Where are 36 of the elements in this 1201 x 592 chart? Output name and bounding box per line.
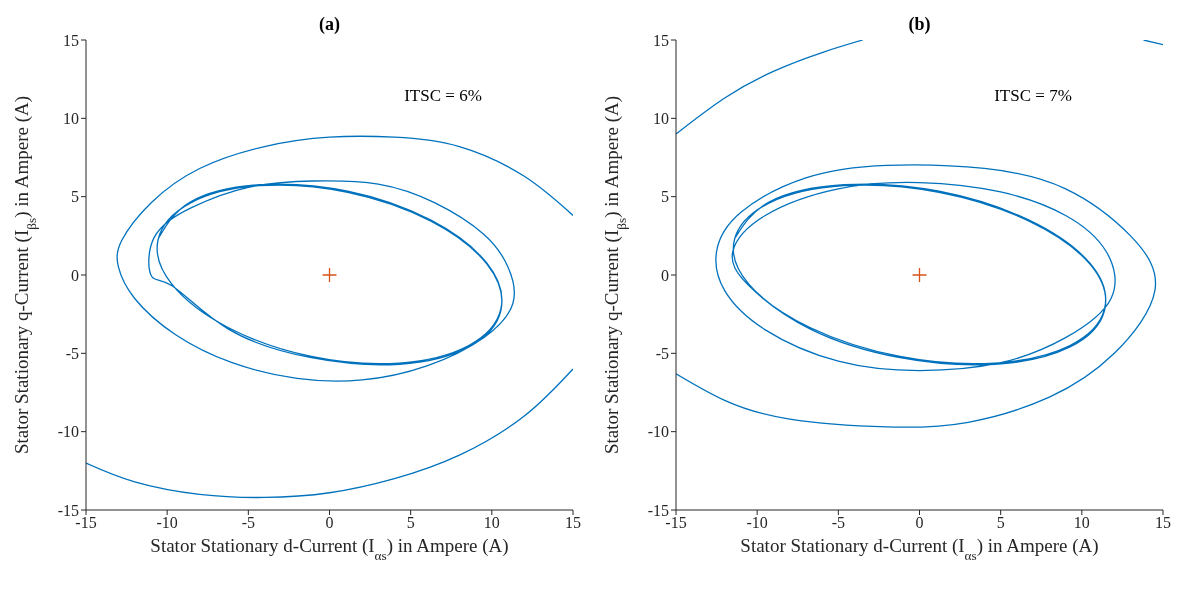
y-tick-label: 5	[71, 188, 79, 206]
y-tick-label: 15	[653, 31, 669, 49]
annotation: ITSC = 7%	[993, 86, 1073, 106]
y-tick-label: -15	[647, 501, 669, 519]
x-tick-label: -5	[831, 514, 845, 532]
annotation: ITSC = 6%	[403, 86, 483, 106]
x-tick-label: -5	[241, 514, 255, 532]
x-axis-title: Stator Stationary d-Current (I$_{αs}$) in Ampere (A)	[740, 535, 1099, 563]
x-tick-label: 0	[915, 514, 924, 532]
y-tick-label: -15	[57, 501, 79, 519]
y-tick-label: -10	[647, 423, 669, 441]
x-tick-label: 15	[565, 514, 581, 532]
x-tick-label: 15	[1155, 514, 1171, 532]
y-tick-label: -5	[655, 345, 669, 363]
y-tick-label: 0	[661, 266, 669, 284]
y-tick-label: 0	[71, 266, 79, 284]
y-tick-label: -10	[57, 423, 79, 441]
x-axis-title: Stator Stationary d-Current (I$_{αs}$) in Ampere (A)	[150, 535, 509, 563]
line-series	[116, 135, 573, 382]
x-tick-label: -10	[746, 514, 768, 532]
y-tick-label: -5	[65, 345, 79, 363]
line-series	[676, 164, 1156, 428]
x-tick-label: 0	[325, 514, 334, 532]
chart-title: (a)	[318, 14, 341, 35]
x-tick-label: -10	[156, 514, 178, 532]
line-series	[86, 368, 573, 499]
x-tick-label: 5	[996, 514, 1005, 532]
chart-title: (b)	[907, 14, 932, 35]
x-tick-label: 5	[406, 514, 415, 532]
x-tick-label: 10	[1073, 514, 1090, 532]
x-tick-label: 10	[483, 514, 500, 532]
y-tick-label: 10	[653, 110, 669, 128]
line-series	[676, 40, 864, 135]
y-tick-label: 15	[63, 31, 79, 49]
y-tick-label: 5	[661, 188, 669, 206]
y-tick-label: 10	[63, 110, 79, 128]
